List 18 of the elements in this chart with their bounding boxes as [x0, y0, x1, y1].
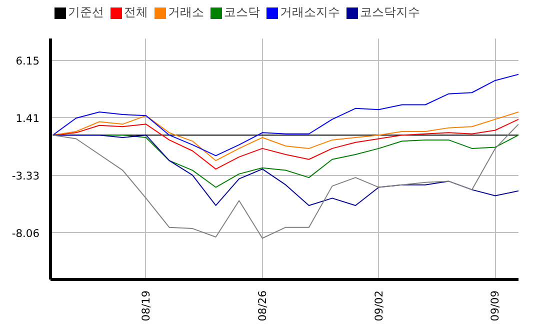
x-tick-label: 09/02 — [372, 290, 386, 322]
x-tick-label: 08/19 — [139, 290, 152, 322]
legend-label: 거래소 — [168, 4, 204, 21]
legend-label: 기준선 — [68, 4, 104, 21]
legend-label: 거래소지수 — [280, 4, 340, 21]
x-tick-label: 09/09 — [488, 290, 502, 322]
y-tick-label: 6.15 — [16, 54, 40, 68]
y-tick-label: -3.33 — [12, 170, 40, 183]
legend-label: 코스닥 — [224, 4, 260, 21]
line-series — [52, 134, 518, 206]
y-tick-label: -8.06 — [12, 226, 40, 240]
legend-label: 전체 — [124, 4, 148, 21]
line-series — [52, 112, 518, 162]
line-series — [52, 124, 518, 239]
x-tick-label: 08/26 — [256, 290, 269, 322]
line-series — [52, 74, 518, 156]
y-tick-label: 1.41 — [16, 112, 40, 125]
legend-label: 코스닥지수 — [360, 4, 420, 21]
